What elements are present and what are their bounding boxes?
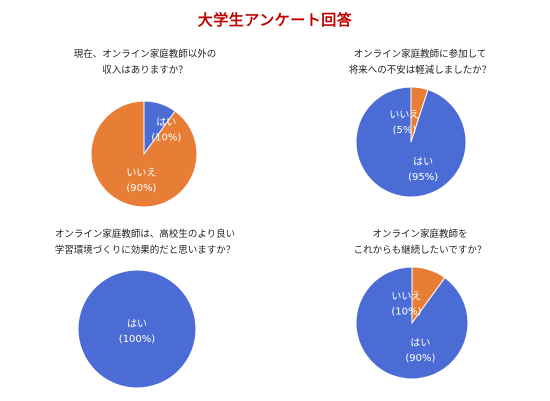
- question-1-line-1: 現在、オンライン家庭教師以外の: [73, 49, 217, 60]
- question-2-line-2: 将来への不安は軽減しましたか？: [348, 65, 492, 76]
- slice-label-no: いいえ: [391, 291, 421, 303]
- pie-chart-4: はい (90%) いいえ (10%): [355, 266, 469, 380]
- question-1-line-2: 収入はありますか？: [102, 65, 188, 76]
- question-4-line-2: これからも継続したいですか？: [353, 245, 487, 256]
- question-3-line-2: 学習環境づくりに効果的だと思いますか？: [54, 245, 236, 256]
- question-2-line-1: オンライン家庭教師に参加して: [353, 49, 487, 60]
- slice-percent-yes: (90%): [405, 353, 435, 364]
- slice-percent-yes: (100%): [119, 334, 155, 345]
- question-3-line-1: オンライン家庭教師は、高校生のより良い: [54, 229, 236, 240]
- pie-chart-2: はい (95%) いいえ (5%): [355, 86, 467, 198]
- slice-label-no: いいえ: [126, 167, 156, 179]
- page-title: 大学生アンケート回答: [197, 11, 353, 29]
- pie-chart-3: はい (100%): [77, 269, 197, 389]
- pie-slice-yes: [77, 269, 197, 389]
- pie-slice-yes: [355, 86, 467, 198]
- question-1: 現在、オンライン家庭教師以外の 収入はありますか？: [30, 47, 260, 79]
- slice-percent-no: (90%): [126, 183, 156, 194]
- slice-label-yes: はい: [413, 156, 433, 168]
- pie-slice-no: [90, 100, 198, 208]
- question-2: オンライン家庭教師に参加して 将来への不安は軽減しましたか？: [300, 47, 540, 79]
- question-3: オンライン家庭教師は、高校生のより良い 学習環境づくりに効果的だと思いますか？: [20, 227, 270, 259]
- pie-chart-1: はい (10%) いいえ (90%): [90, 100, 198, 208]
- slice-percent-no: (5%): [393, 125, 417, 136]
- slice-label-yes: はい: [410, 337, 430, 349]
- question-4: オンライン家庭教師を これからも継続したいですか？: [300, 227, 540, 259]
- question-4-line-1: オンライン家庭教師を: [372, 229, 468, 240]
- slice-percent-yes: (95%): [408, 172, 438, 183]
- slice-label-no: いいえ: [389, 109, 419, 121]
- pie-slice-yes: [355, 266, 469, 380]
- slice-percent-no: (10%): [391, 307, 421, 318]
- slice-percent-yes: (10%): [151, 133, 181, 144]
- slice-label-yes: はい: [127, 318, 147, 330]
- slice-label-yes: はい: [156, 117, 176, 129]
